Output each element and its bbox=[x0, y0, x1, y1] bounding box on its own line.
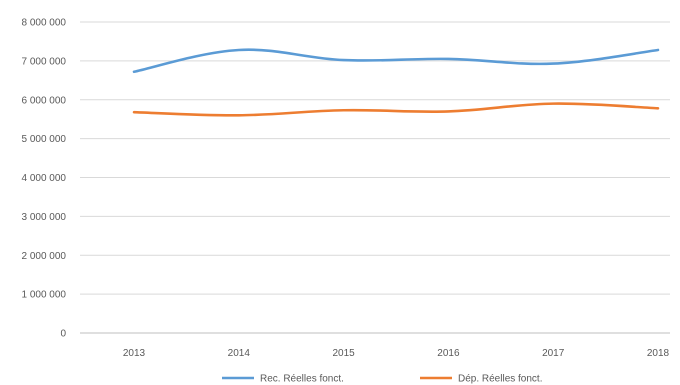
y-tick-label: 5 000 000 bbox=[22, 134, 67, 145]
series-line-2 bbox=[132, 102, 660, 117]
y-tick-label: 7 000 000 bbox=[22, 56, 67, 67]
series-lines bbox=[132, 48, 660, 117]
y-tick-label: 2 000 000 bbox=[22, 251, 67, 262]
legend-label: Rec. Réelles fonct. bbox=[260, 374, 344, 385]
y-axis-tick-labels: 0 1 000 000 2 000 000 3 000 000 4 000 000 5 0… bbox=[22, 18, 67, 340]
x-tick-label: 2018 bbox=[647, 348, 670, 359]
x-tick-label: 2013 bbox=[123, 348, 146, 359]
y-tick-label: 1 000 000 bbox=[22, 290, 67, 301]
x-tick-label: 2015 bbox=[332, 348, 355, 359]
x-tick-label: 2014 bbox=[228, 348, 251, 359]
y-tick-label: 8 000 000 bbox=[22, 18, 67, 29]
gridlines bbox=[80, 21, 670, 334]
y-tick-label: 4 000 000 bbox=[22, 173, 67, 184]
x-tick-label: 2017 bbox=[542, 348, 565, 359]
y-tick-label: 6 000 000 bbox=[22, 95, 67, 106]
x-axis-tick-labels: 2013 2014 2015 2016 2017 2018 bbox=[123, 348, 670, 359]
y-tick-label: 0 bbox=[60, 329, 66, 340]
legend-label: Dép. Réelles fonct. bbox=[458, 374, 543, 385]
y-tick-label: 3 000 000 bbox=[22, 212, 67, 223]
legend: Rec. Réelles fonct. Dép. Réelles fonct. bbox=[222, 374, 543, 385]
series-line-1 bbox=[132, 48, 660, 74]
x-tick-label: 2016 bbox=[437, 348, 460, 359]
